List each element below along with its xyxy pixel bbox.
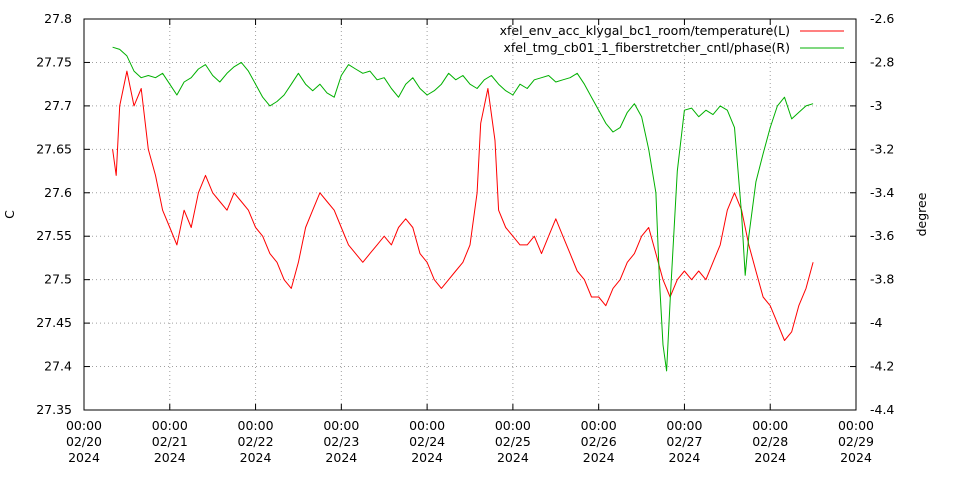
y-left-tick-label: 27.4 xyxy=(44,359,72,374)
legend-label-temperature: xfel_env_acc_klygal_bc1_room/temperature… xyxy=(500,23,790,38)
x-tick-label: 2024 xyxy=(754,450,786,465)
x-tick-label: 02/21 xyxy=(152,434,188,449)
x-tick-label: 00:00 xyxy=(238,418,274,433)
y-left-tick-label: 27.5 xyxy=(44,272,72,287)
legend: xfel_env_acc_klygal_bc1_room/temperature… xyxy=(500,23,844,55)
x-tick-label: 00:00 xyxy=(323,418,359,433)
legend-label-phase: xfel_tmg_cb01_1_fiberstretcher_cntl/phas… xyxy=(503,40,790,55)
x-tick-label: 02/28 xyxy=(752,434,788,449)
y-left-tick-label: 27.7 xyxy=(44,98,72,113)
x-tick-label: 2024 xyxy=(240,450,272,465)
y-right-tick-label: -4.2 xyxy=(870,359,894,374)
y-right-tick-label: -2.6 xyxy=(870,11,894,26)
y-right-tick-label: -3.2 xyxy=(870,141,894,156)
y-left-tick-label: 27.8 xyxy=(44,11,72,26)
x-tick-label: 2024 xyxy=(68,450,100,465)
y-axis-label-left: C xyxy=(2,210,17,219)
x-tick-label: 2024 xyxy=(669,450,701,465)
x-tick-label: 2024 xyxy=(411,450,443,465)
y-right-tick-label: -3.4 xyxy=(870,185,894,200)
x-tick-label: 02/20 xyxy=(66,434,102,449)
x-tick-label: 2024 xyxy=(325,450,357,465)
x-tick-label: 02/27 xyxy=(666,434,702,449)
y-left-tick-label: 27.55 xyxy=(36,228,72,243)
y-right-tick-label: -2.8 xyxy=(870,54,894,69)
axis-ticks: 27.35 27.4 27.45 27.5 27.55 27.6 27.65 27.7 27.7… xyxy=(36,11,894,465)
y-right-tick-label: -4 xyxy=(870,315,883,330)
x-tick-label: 02/22 xyxy=(238,434,274,449)
x-tick-label: 02/26 xyxy=(581,434,617,449)
series-line-temperature xyxy=(112,70,814,341)
series-line-phase xyxy=(112,46,814,372)
y-left-tick-label: 27.65 xyxy=(36,141,72,156)
x-tick-label: 00:00 xyxy=(66,418,102,433)
x-tick-label: 00:00 xyxy=(495,418,531,433)
x-tick-label: 00:00 xyxy=(409,418,445,433)
x-tick-label: 02/25 xyxy=(495,434,531,449)
x-tick-label: 2024 xyxy=(840,450,872,465)
x-tick-label: 02/29 xyxy=(838,434,874,449)
y-left-tick-label: 27.6 xyxy=(44,185,72,200)
grid-lines xyxy=(84,19,856,410)
y-axis-label-right: degree xyxy=(914,192,929,236)
y-left-tick-label: 27.35 xyxy=(36,402,72,417)
x-tick-label: 00:00 xyxy=(152,418,188,433)
y-right-tick-label: -3.6 xyxy=(870,228,894,243)
x-tick-label: 00:00 xyxy=(838,418,874,433)
x-tick-label: 2024 xyxy=(583,450,615,465)
y-left-tick-label: 27.75 xyxy=(36,54,72,69)
series-lines xyxy=(112,46,814,372)
x-tick-label: 2024 xyxy=(497,450,529,465)
x-tick-label: 02/24 xyxy=(409,434,445,449)
plot-frame xyxy=(83,18,857,411)
x-tick-label: 02/23 xyxy=(323,434,359,449)
y-left-tick-label: 27.45 xyxy=(36,315,72,330)
x-tick-label: 00:00 xyxy=(666,418,702,433)
x-tick-label: 00:00 xyxy=(752,418,788,433)
y-right-tick-label: -3.8 xyxy=(870,272,894,287)
y-right-tick-label: -3 xyxy=(870,98,882,113)
y-right-tick-label: -4.4 xyxy=(870,402,894,417)
x-tick-label: 00:00 xyxy=(581,418,617,433)
x-tick-label: 2024 xyxy=(154,450,186,465)
